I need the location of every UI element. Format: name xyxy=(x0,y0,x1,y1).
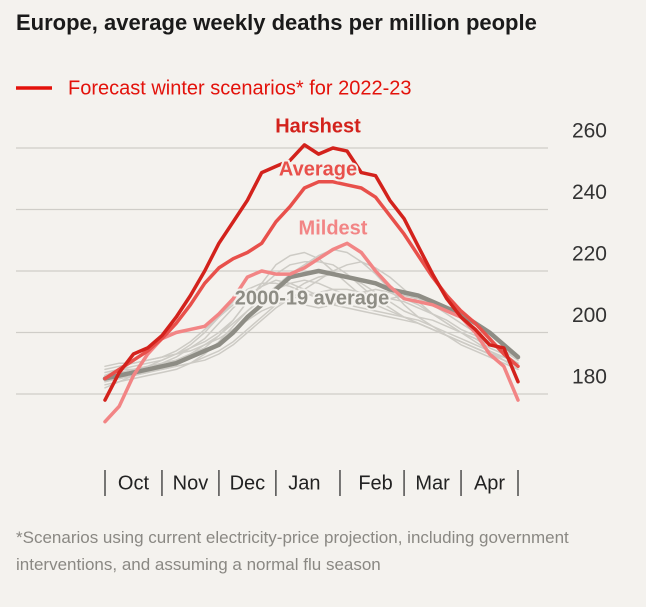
series-line xyxy=(103,143,520,402)
x-tick-label: Feb xyxy=(358,472,392,494)
y-tick-label: 240 xyxy=(572,181,607,204)
legend-label: Forecast winter scenarios* for 2022-23 xyxy=(68,77,412,99)
x-tick-label: Dec xyxy=(230,472,266,494)
x-tick-label: Mar xyxy=(415,472,450,494)
chart-title: Europe, average weekly deaths per millio… xyxy=(16,10,537,35)
series-line xyxy=(104,288,519,371)
series-line xyxy=(104,288,519,368)
series-line xyxy=(103,241,520,424)
footnote: *Scenarios using current electricity-pri… xyxy=(16,528,569,574)
series-line xyxy=(102,268,521,381)
y-tick-label: 180 xyxy=(572,366,607,389)
series-line xyxy=(104,248,519,383)
x-tick-label: Nov xyxy=(173,472,209,494)
y-tick-label: 260 xyxy=(572,120,607,143)
series-line xyxy=(104,273,519,380)
y-tick-label: 200 xyxy=(572,304,607,327)
x-tick-label: Oct xyxy=(118,472,150,494)
series-line xyxy=(104,279,519,386)
x-tick-label: Apr xyxy=(474,472,505,494)
series-line xyxy=(103,180,520,381)
series-label: 2000-19 average xyxy=(235,287,390,309)
x-tick-label: Jan xyxy=(288,472,320,494)
series-label: Harshest xyxy=(275,115,361,137)
series-label: Average xyxy=(279,158,357,180)
y-tick-label: 220 xyxy=(572,243,607,266)
series-label: Mildest xyxy=(299,217,368,239)
